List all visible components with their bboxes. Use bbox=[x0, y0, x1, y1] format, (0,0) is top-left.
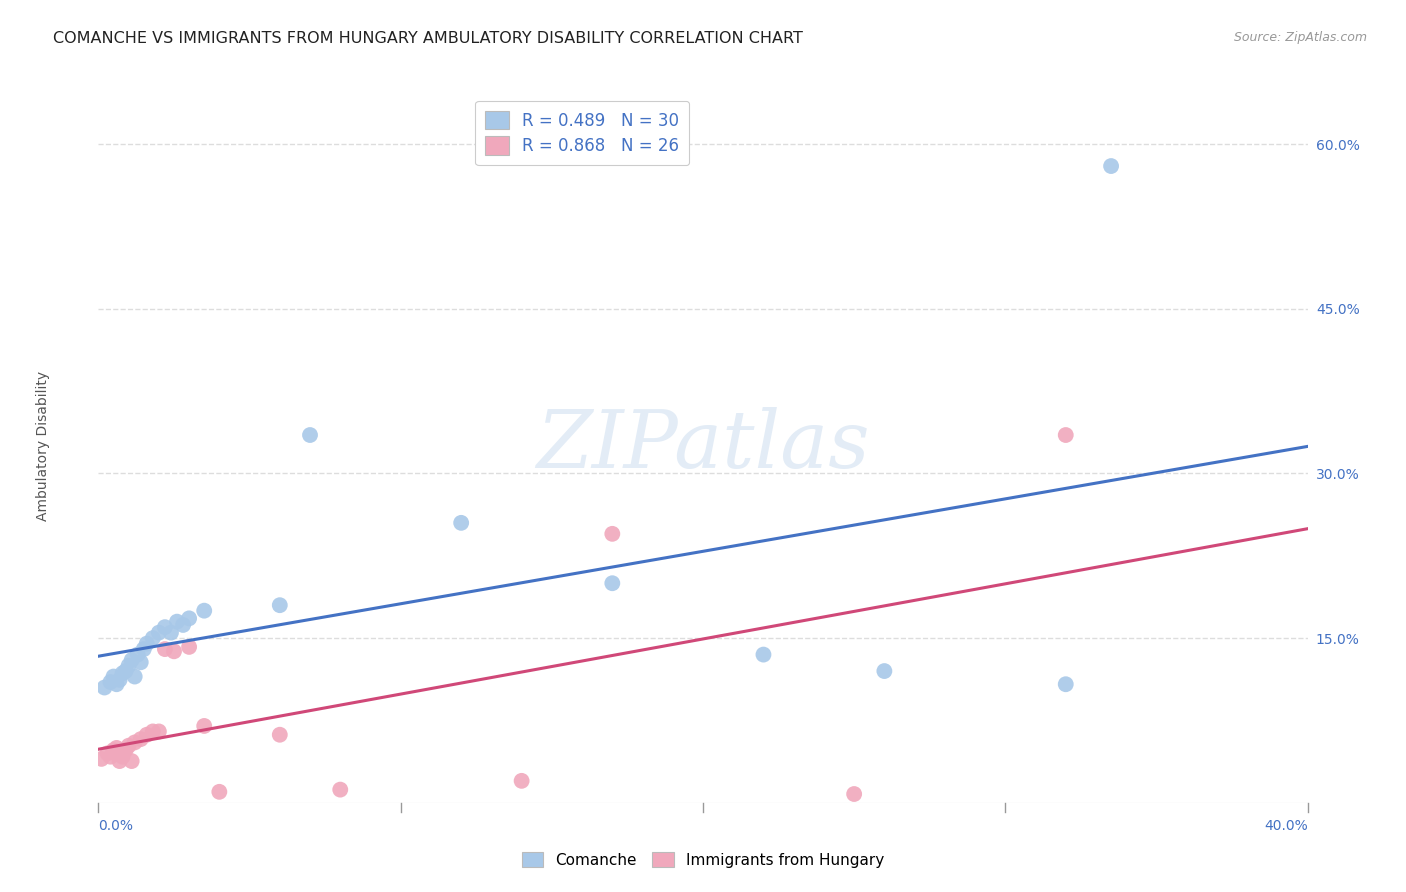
Point bbox=[269, 598, 291, 612]
Point bbox=[510, 773, 533, 788]
Text: Ambulatory Disability: Ambulatory Disability bbox=[37, 371, 51, 521]
Point bbox=[1054, 428, 1077, 442]
Point bbox=[179, 611, 201, 625]
Point bbox=[166, 615, 188, 629]
Point bbox=[118, 739, 141, 753]
Point bbox=[121, 653, 143, 667]
Point bbox=[142, 724, 165, 739]
Point bbox=[96, 747, 118, 761]
Point bbox=[105, 677, 128, 691]
Point bbox=[153, 642, 176, 657]
Point bbox=[873, 664, 896, 678]
Point bbox=[127, 648, 149, 662]
Point bbox=[108, 673, 131, 687]
Point bbox=[148, 724, 170, 739]
Point bbox=[132, 642, 155, 657]
Text: 40.0%: 40.0% bbox=[1264, 819, 1308, 833]
Point bbox=[100, 675, 122, 690]
Point bbox=[111, 666, 134, 681]
Point bbox=[602, 576, 624, 591]
Point bbox=[153, 620, 176, 634]
Point bbox=[105, 740, 128, 755]
Text: Source: ZipAtlas.com: Source: ZipAtlas.com bbox=[1233, 31, 1367, 45]
Point bbox=[121, 754, 143, 768]
Point bbox=[142, 631, 165, 645]
Point bbox=[299, 428, 322, 442]
Point bbox=[124, 669, 146, 683]
Point bbox=[111, 749, 134, 764]
Point bbox=[148, 625, 170, 640]
Point bbox=[118, 658, 141, 673]
Point bbox=[129, 732, 152, 747]
Point bbox=[135, 728, 157, 742]
Point bbox=[135, 637, 157, 651]
Point bbox=[193, 719, 215, 733]
Point bbox=[179, 640, 201, 654]
Text: ZIPatlas: ZIPatlas bbox=[536, 408, 870, 484]
Text: COMANCHE VS IMMIGRANTS FROM HUNGARY AMBULATORY DISABILITY CORRELATION CHART: COMANCHE VS IMMIGRANTS FROM HUNGARY AMBU… bbox=[53, 31, 803, 46]
Point bbox=[269, 728, 291, 742]
Point bbox=[90, 752, 112, 766]
Text: 0.0%: 0.0% bbox=[98, 819, 134, 833]
Point bbox=[114, 664, 136, 678]
Point bbox=[103, 743, 125, 757]
Point bbox=[108, 754, 131, 768]
Point bbox=[844, 787, 866, 801]
Point bbox=[1054, 677, 1077, 691]
Point bbox=[100, 749, 122, 764]
Point bbox=[450, 516, 472, 530]
Point bbox=[208, 785, 231, 799]
Point bbox=[602, 526, 624, 541]
Point bbox=[752, 648, 775, 662]
Point bbox=[172, 618, 194, 632]
Point bbox=[163, 644, 186, 658]
Legend: Comanche, Immigrants from Hungary: Comanche, Immigrants from Hungary bbox=[516, 846, 890, 873]
Point bbox=[114, 743, 136, 757]
Point bbox=[329, 782, 352, 797]
Point bbox=[103, 669, 125, 683]
Point bbox=[1099, 159, 1122, 173]
Point bbox=[124, 735, 146, 749]
Point bbox=[160, 625, 183, 640]
Legend: R = 0.489   N = 30, R = 0.868   N = 26: R = 0.489 N = 30, R = 0.868 N = 26 bbox=[475, 101, 689, 165]
Point bbox=[129, 655, 152, 669]
Point bbox=[193, 604, 215, 618]
Point bbox=[93, 681, 115, 695]
